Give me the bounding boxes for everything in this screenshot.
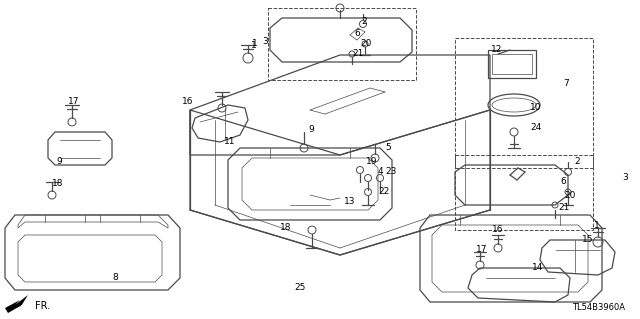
Text: 16: 16: [492, 226, 504, 234]
Text: TL54B3960A: TL54B3960A: [572, 303, 625, 312]
Text: 15: 15: [582, 235, 593, 244]
Text: 17: 17: [68, 98, 79, 107]
Text: 20: 20: [564, 191, 575, 201]
Bar: [455, 155, 593, 230]
Text: 16: 16: [182, 98, 193, 107]
Text: 21: 21: [558, 203, 570, 211]
Text: 21: 21: [352, 48, 364, 57]
Text: 1: 1: [251, 41, 257, 50]
Text: FR.: FR.: [35, 301, 50, 311]
Text: 1: 1: [252, 40, 258, 48]
Text: 7: 7: [563, 78, 569, 87]
Text: 20: 20: [360, 39, 371, 48]
Bar: [492, 54, 532, 74]
Text: 18: 18: [280, 224, 291, 233]
Bar: [455, 38, 593, 168]
Text: 3: 3: [262, 38, 268, 47]
Polygon shape: [5, 295, 28, 313]
Text: 18: 18: [52, 179, 63, 188]
Text: 3: 3: [622, 174, 628, 182]
Text: 25: 25: [294, 284, 305, 293]
Text: 12: 12: [491, 46, 502, 55]
Text: 9: 9: [56, 158, 61, 167]
Text: 19: 19: [366, 158, 378, 167]
Text: 4: 4: [378, 167, 383, 176]
Text: 14: 14: [532, 263, 543, 272]
Text: 17: 17: [476, 246, 488, 255]
Text: 2: 2: [574, 158, 580, 167]
Text: 8: 8: [112, 272, 118, 281]
Text: 22: 22: [378, 188, 389, 197]
Text: 13: 13: [344, 197, 355, 206]
Text: 5: 5: [385, 144, 391, 152]
Text: 10: 10: [530, 103, 541, 113]
Text: 9: 9: [308, 125, 314, 135]
Text: 2: 2: [361, 18, 367, 26]
Text: 6: 6: [354, 28, 360, 38]
Bar: [488, 50, 536, 78]
Bar: [268, 8, 416, 80]
Text: 24: 24: [530, 123, 541, 132]
Text: 11: 11: [224, 137, 236, 146]
Text: 1: 1: [594, 221, 600, 231]
Text: 6: 6: [560, 177, 566, 187]
Text: 23: 23: [385, 167, 396, 176]
